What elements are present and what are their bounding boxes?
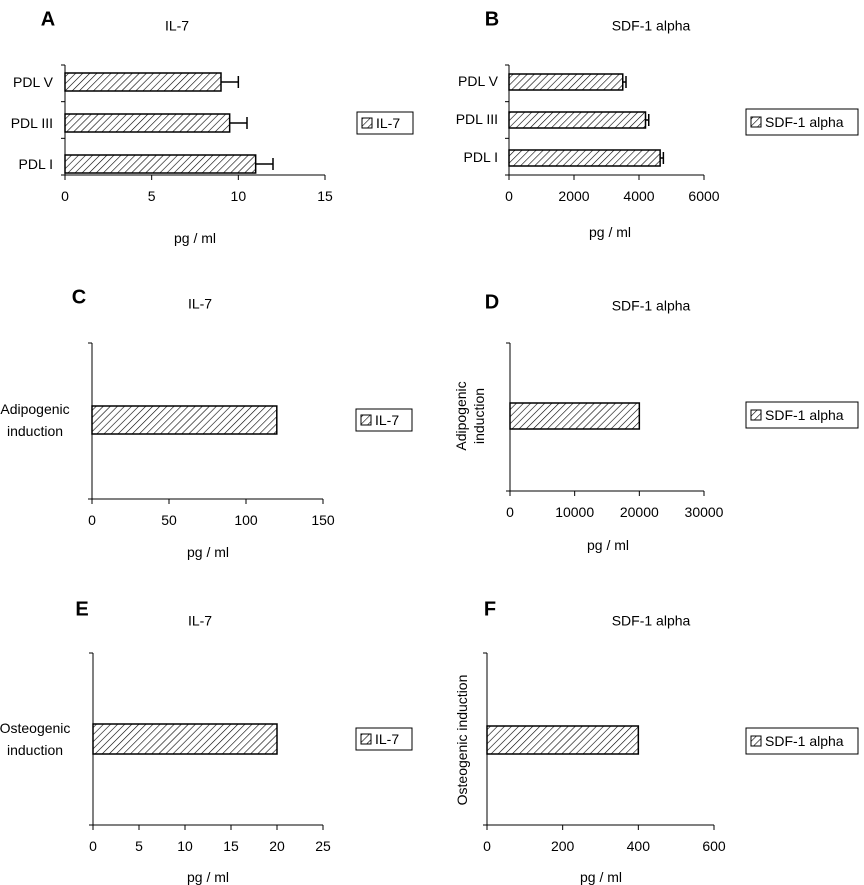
x-tick-label: 0 <box>61 188 69 204</box>
x-tick-label: 20 <box>269 838 285 854</box>
x-tick-label: 400 <box>627 838 651 854</box>
panel-letter: A <box>41 8 55 30</box>
legend-box <box>745 108 859 136</box>
x-tick-label: 15 <box>317 188 333 204</box>
legend-box <box>745 727 859 755</box>
category-label: PDL V <box>13 74 54 90</box>
bar <box>509 402 641 430</box>
x-tick-label: 30000 <box>685 504 724 520</box>
x-tick-label: 100 <box>234 512 258 528</box>
x-tick-label: 0 <box>483 838 491 854</box>
x-tick-label: 10 <box>231 188 247 204</box>
panel-letter: D <box>485 291 499 313</box>
legend-swatch <box>750 735 762 747</box>
legend-label: SDF-1 alpha <box>765 407 844 423</box>
panel-letter: C <box>72 286 86 308</box>
panel-a: A IL-7 0 5 10 15 pg / ml PDL V PDL III PDL I IL-7 <box>11 8 414 246</box>
x-tick-label: 6000 <box>688 188 719 204</box>
x-tick-label: 5 <box>135 838 143 854</box>
legend-label: IL-7 <box>376 115 400 131</box>
bar <box>91 405 278 435</box>
bar <box>92 723 278 755</box>
x-axis-label: pg / ml <box>187 544 229 560</box>
category-label-line: induction <box>471 388 487 444</box>
legend-swatch <box>750 409 762 421</box>
panel-d: D SDF-1 alpha 0 10000 20000 30000 pg / ml Adipo… <box>453 291 859 553</box>
x-tick-label: 0 <box>505 188 513 204</box>
category-label-line: Adipogenic <box>0 401 69 417</box>
panel-letter: F <box>484 598 496 620</box>
category-label: PDL III <box>11 115 53 131</box>
category-label: PDL V <box>458 73 499 89</box>
x-axis-label: pg / ml <box>580 869 622 885</box>
legend-label: SDF-1 alpha <box>765 733 844 749</box>
chart-title: SDF-1 alpha <box>612 613 691 629</box>
x-tick-label: 150 <box>311 512 335 528</box>
x-tick-label: 0 <box>88 512 96 528</box>
legend-swatch <box>360 414 372 426</box>
chart-title: IL-7 <box>188 296 212 312</box>
x-axis-label: pg / ml <box>589 224 631 240</box>
bar <box>508 73 624 91</box>
panel-b: B SDF-1 alpha 0 2000 4000 6000 pg / ml PDL V PDL… <box>456 8 859 240</box>
x-tick-label: 0 <box>506 504 514 520</box>
legend-label: SDF-1 alpha <box>765 114 844 130</box>
panel-f: F SDF-1 alpha 0 200 400 600 pg / ml Osteogenic … <box>454 598 859 885</box>
bar <box>64 113 231 133</box>
x-tick-label: 10000 <box>555 504 594 520</box>
legend-swatch <box>361 117 373 129</box>
category-label: Adipogenic induction <box>0 401 69 439</box>
panel-e: E IL-7 0 5 10 15 20 25 pg / ml Osteogenic inductio… <box>0 598 413 885</box>
category-label-line: induction <box>7 423 63 439</box>
bar <box>486 725 640 755</box>
bar <box>508 111 647 129</box>
bar <box>64 154 257 174</box>
x-tick-label: 15 <box>223 838 239 854</box>
chart-title: IL-7 <box>188 613 212 629</box>
category-label: PDL III <box>456 111 498 127</box>
panel-c: C IL-7 0 50 100 150 pg / ml Adipogenic induction… <box>0 286 413 560</box>
category-label-line: induction <box>7 742 63 758</box>
x-tick-label: 10 <box>177 838 193 854</box>
x-tick-label: 600 <box>702 838 726 854</box>
category-label-line: Osteogenic <box>0 720 70 736</box>
x-axis-label: pg / ml <box>587 537 629 553</box>
panel-letter: B <box>485 8 499 30</box>
legend-swatch <box>360 733 372 745</box>
category-label: Adipogenic induction <box>453 381 487 450</box>
bar <box>508 149 661 167</box>
bar <box>64 72 222 92</box>
chart-title: IL-7 <box>165 18 189 34</box>
x-axis-label: pg / ml <box>187 869 229 885</box>
legend-label: IL-7 <box>375 412 399 428</box>
legend-box <box>745 401 859 429</box>
category-label: Osteogenic induction <box>454 675 470 806</box>
x-tick-label: 5 <box>148 188 156 204</box>
x-tick-label: 2000 <box>558 188 589 204</box>
x-tick-label: 0 <box>89 838 97 854</box>
category-label: Osteogenic induction <box>0 720 70 758</box>
x-axis-label: pg / ml <box>174 230 216 246</box>
legend-label: IL-7 <box>375 731 399 747</box>
x-tick-label: 4000 <box>623 188 654 204</box>
chart-title: SDF-1 alpha <box>612 18 691 34</box>
category-label: PDL I <box>19 156 54 172</box>
x-tick-label: 50 <box>161 512 177 528</box>
chart-title: SDF-1 alpha <box>612 298 691 314</box>
x-tick-label: 20000 <box>620 504 659 520</box>
legend-swatch <box>750 116 762 128</box>
x-tick-label: 200 <box>551 838 575 854</box>
category-label: PDL I <box>464 149 499 165</box>
category-label-line: Adipogenic <box>453 381 469 450</box>
x-tick-label: 25 <box>315 838 331 854</box>
panel-letter: E <box>75 598 88 620</box>
